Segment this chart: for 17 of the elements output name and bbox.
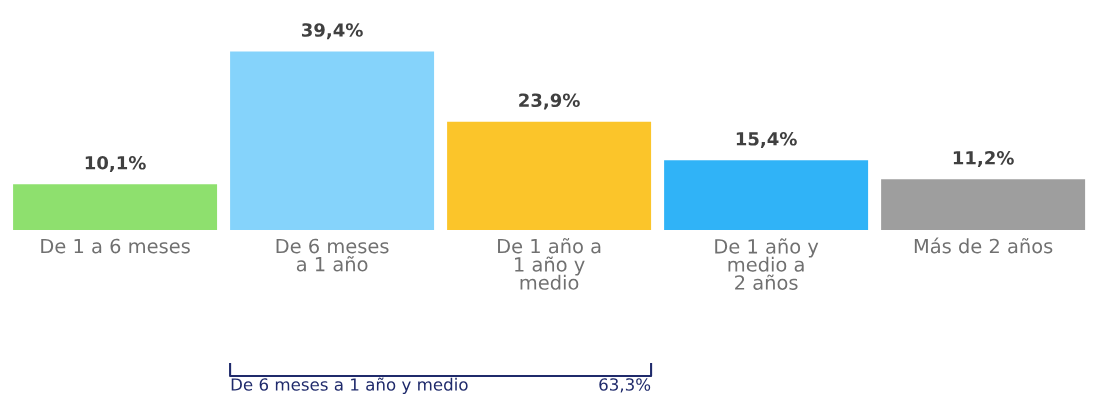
bar xyxy=(13,184,218,230)
data-label: 10,1% xyxy=(85,155,146,172)
x-tick-label: De 1 año a 1 año y medio xyxy=(498,238,601,290)
bar xyxy=(881,179,1086,230)
x-tick-label: De 1 año y medio a 2 años xyxy=(715,238,819,290)
bar xyxy=(664,160,869,230)
text: De 6 meses a 1 año y medio xyxy=(231,377,468,394)
text: 63,3% xyxy=(599,378,651,393)
data-label: 11,2% xyxy=(953,150,1014,167)
data-label: 23,9% xyxy=(519,93,580,110)
x-tick-label: De 6 meses a 1 año xyxy=(276,238,389,272)
data-label: 15,4% xyxy=(736,131,797,148)
data-label: 39,4% xyxy=(301,23,363,40)
x-tick-label: De 1 a 6 meses xyxy=(41,238,190,254)
x-tick-label: Más de 2 años xyxy=(914,237,1053,254)
bar xyxy=(230,51,435,230)
bar xyxy=(447,121,652,230)
